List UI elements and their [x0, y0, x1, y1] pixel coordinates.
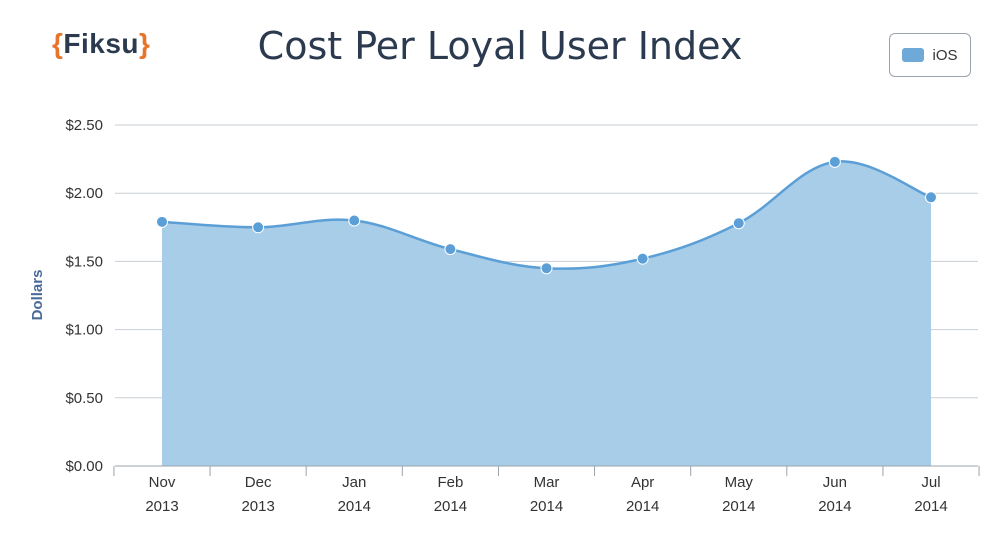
x-tick-label: May 2014: [722, 474, 755, 515]
data-point: [828, 155, 841, 168]
y-tick-label: $2.00: [65, 185, 103, 202]
data-point: [444, 243, 457, 256]
y-tick-label: $0.00: [65, 458, 103, 475]
logo-text: Fiksu: [63, 28, 140, 59]
y-axis-label: Dollars: [29, 270, 46, 321]
legend[interactable]: iOS: [889, 33, 971, 77]
data-point: [732, 217, 745, 230]
chart-title: Cost Per Loyal User Index: [257, 24, 743, 68]
x-tick-label: Nov 2013: [145, 474, 178, 515]
data-point: [925, 191, 937, 204]
x-tick-label: Jul 2014: [914, 474, 947, 515]
data-point: [540, 262, 553, 275]
fiksu-logo: {Fiksu}: [52, 28, 151, 59]
x-tick-label: Apr 2014: [626, 474, 659, 515]
x-tick-label: Jun 2014: [818, 474, 851, 515]
x-tick-label: Mar 2014: [530, 474, 563, 515]
y-tick-label: $2.50: [65, 117, 103, 134]
data-point: [636, 252, 649, 265]
y-tick-label: $0.50: [65, 390, 103, 407]
x-tick-label: Jan 2014: [338, 474, 371, 515]
x-tick-label: Dec 2013: [241, 474, 274, 515]
legend-swatch-ios: [902, 48, 925, 62]
y-tick-label: $1.50: [65, 253, 103, 270]
legend-label-ios: iOS: [932, 46, 958, 64]
series-area-ios: [162, 161, 931, 466]
data-point: [252, 221, 265, 234]
x-tick-label: Feb 2014: [434, 474, 467, 515]
data-point: [348, 214, 361, 227]
data-point: [156, 215, 168, 228]
y-tick-label: $1.00: [65, 322, 103, 339]
